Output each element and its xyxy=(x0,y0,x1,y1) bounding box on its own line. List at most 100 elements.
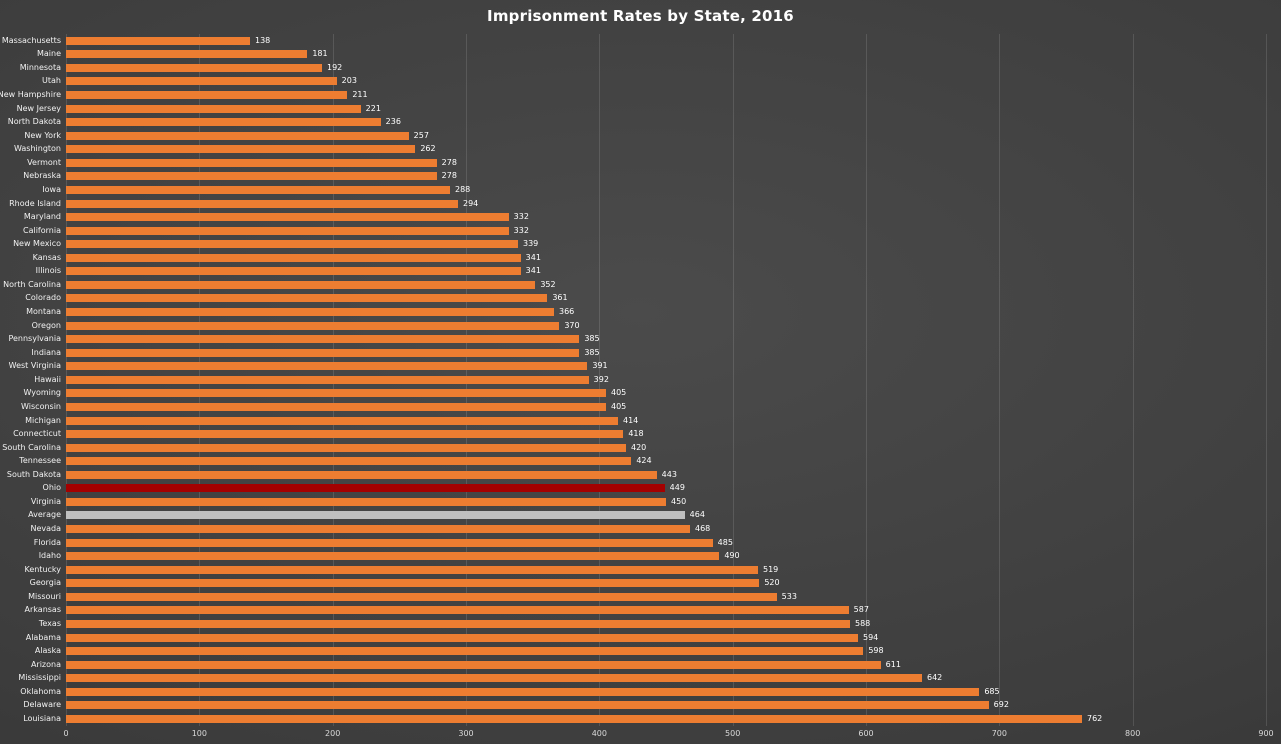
category-label: Kansas xyxy=(32,252,61,262)
value-label: 490 xyxy=(724,551,740,561)
bar-row: Virginia 450 xyxy=(31,495,1266,509)
bar xyxy=(66,158,437,167)
bar-row: Kentucky 519 xyxy=(24,563,1266,577)
bar-row: West Virginia 391 xyxy=(9,360,1266,374)
bar-row: Missouri 533 xyxy=(28,590,1266,604)
bar xyxy=(66,63,322,72)
bar-row: Rhode Island 294 xyxy=(9,197,1266,211)
bar xyxy=(66,50,308,59)
value-label: 611 xyxy=(885,659,901,669)
value-label: 339 xyxy=(523,239,539,249)
bar xyxy=(66,457,632,466)
category-label: South Carolina xyxy=(2,442,61,452)
bar xyxy=(66,226,509,235)
category-label: New Mexico xyxy=(13,239,61,249)
category-label: Indiana xyxy=(31,347,61,357)
bar-row: Alaska 598 xyxy=(35,644,1266,658)
value-label: 203 xyxy=(341,76,357,86)
value-label: 414 xyxy=(623,415,639,425)
bar-row: Colorado 361 xyxy=(25,292,1266,306)
value-label: 352 xyxy=(540,279,556,289)
category-label: Tennessee xyxy=(19,456,61,466)
category-label: North Dakota xyxy=(7,117,61,127)
category-label: Illinois xyxy=(35,266,61,276)
bar-row: Wyoming 405 xyxy=(23,387,1266,401)
x-axis-tick-label: 900 xyxy=(1258,729,1274,738)
category-label: Nebraska xyxy=(23,171,61,181)
bar xyxy=(66,416,618,425)
category-label: New York xyxy=(24,130,61,140)
bar xyxy=(66,199,458,208)
category-label: Oregon xyxy=(31,320,61,330)
value-label: 211 xyxy=(352,90,368,100)
value-label: 420 xyxy=(631,442,647,452)
bar xyxy=(66,606,849,615)
category-label: Alaska xyxy=(34,646,61,656)
value-label: 236 xyxy=(385,117,401,127)
value-label: 405 xyxy=(611,401,627,411)
bar-row: Nebraska 278 xyxy=(23,170,1266,184)
bar-row: Maryland 332 xyxy=(24,210,1266,224)
value-label: 341 xyxy=(525,266,541,276)
bar-row: Minnesota 192 xyxy=(20,61,1266,75)
bar-row: Florida 485 xyxy=(34,536,1266,550)
bar xyxy=(66,687,980,696)
bar-row: Mississippi 642 xyxy=(18,671,1266,685)
value-label: 278 xyxy=(441,157,457,167)
value-label: 468 xyxy=(695,524,711,534)
gridline xyxy=(866,34,867,726)
category-label: Utah xyxy=(42,76,61,86)
value-label: 762 xyxy=(1087,713,1103,723)
x-axis: 0 100 200 300 400 500 600 700 800 900 xyxy=(63,729,1273,742)
category-label: Arkansas xyxy=(24,605,61,615)
category-label: Rhode Island xyxy=(9,198,61,208)
x-axis-tick-label: 500 xyxy=(725,729,741,738)
value-label: 598 xyxy=(868,646,884,656)
value-label: 332 xyxy=(513,212,529,222)
bar xyxy=(66,714,1082,723)
bar xyxy=(66,294,548,303)
bar xyxy=(66,335,580,344)
category-label: California xyxy=(23,225,61,235)
bar xyxy=(66,145,416,154)
bar xyxy=(66,430,624,439)
category-label: Georgia xyxy=(29,578,61,588)
x-axis-tick-label: 200 xyxy=(325,729,341,738)
value-label: 424 xyxy=(636,456,652,466)
category-label: Louisiana xyxy=(23,713,61,723)
category-label: Colorado xyxy=(25,293,61,303)
value-label: 221 xyxy=(365,103,381,113)
category-label: Michigan xyxy=(25,415,61,425)
bar xyxy=(66,660,881,669)
category-label: Maryland xyxy=(23,212,61,222)
category-label: Idaho xyxy=(38,551,61,561)
value-label: 443 xyxy=(661,469,677,479)
bar xyxy=(66,267,521,276)
value-label: 391 xyxy=(592,361,608,371)
value-label: 332 xyxy=(513,225,529,235)
bar-row: Texas 588 xyxy=(39,617,1266,631)
bar xyxy=(66,240,518,249)
bar xyxy=(66,77,337,86)
bar-row: Ohio 449 xyxy=(43,482,1266,496)
category-label: Florida xyxy=(33,537,61,547)
bar xyxy=(66,497,666,506)
category-label: Oklahoma xyxy=(20,686,61,696)
bar-row: Michigan 414 xyxy=(25,414,1266,428)
bar-row: Vermont 278 xyxy=(27,156,1266,170)
value-label: 385 xyxy=(584,334,600,344)
value-label: 692 xyxy=(993,700,1009,710)
value-label: 520 xyxy=(764,578,780,588)
category-label: Virginia xyxy=(30,496,61,506)
value-label: 361 xyxy=(552,293,568,303)
bar-row: Maine 181 xyxy=(37,48,1266,62)
category-label: Mississippi xyxy=(18,673,61,683)
category-label: New Hampshire xyxy=(0,90,61,100)
bar-row: Connecticut 418 xyxy=(13,427,1266,441)
bar-row: Washington 262 xyxy=(14,143,1266,157)
bar xyxy=(66,280,536,289)
x-axis-tick-label: 0 xyxy=(63,729,69,738)
bar-row: Illinois 341 xyxy=(36,265,1266,279)
bar xyxy=(66,91,348,100)
